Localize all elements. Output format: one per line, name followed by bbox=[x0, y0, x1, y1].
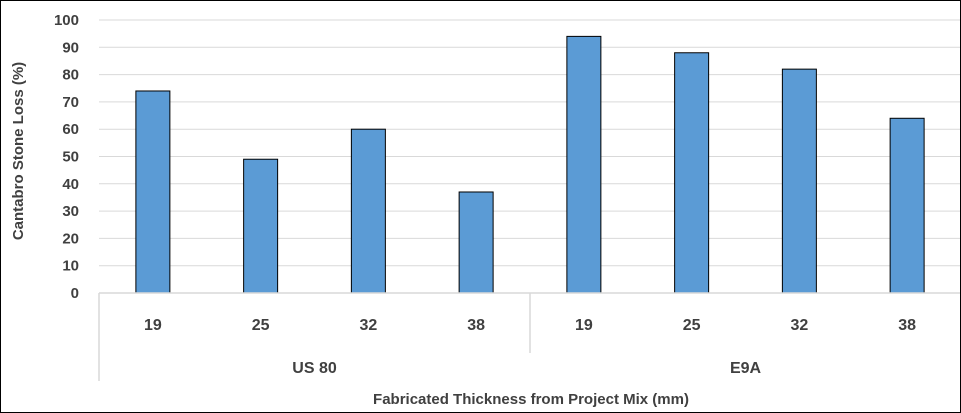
y-tick-label: 80 bbox=[62, 67, 79, 84]
x-category-label: 19 bbox=[575, 317, 593, 334]
x-category-label: 32 bbox=[359, 317, 377, 334]
x-category-label: 32 bbox=[790, 317, 808, 334]
axes bbox=[98, 292, 960, 381]
y-tick-label: 60 bbox=[62, 121, 79, 138]
x-group-label: US 80 bbox=[292, 360, 337, 377]
y-axis-title: Cantabro Stone Loss (%) bbox=[10, 62, 27, 240]
y-tick-label: 40 bbox=[62, 176, 79, 193]
bar bbox=[781, 68, 817, 294]
y-tick-label: 30 bbox=[62, 203, 79, 220]
bar bbox=[135, 90, 171, 294]
x-axis-title: Fabricated Thickness from Project Mix (m… bbox=[373, 391, 689, 408]
x-group-label: E9A bbox=[730, 360, 762, 377]
x-category-label: 38 bbox=[467, 317, 485, 334]
x-category-label: 25 bbox=[683, 317, 701, 334]
bar bbox=[458, 191, 494, 294]
bar bbox=[889, 117, 925, 294]
x-category-label: 25 bbox=[252, 317, 270, 334]
bar bbox=[674, 52, 710, 294]
y-tick-label: 90 bbox=[62, 39, 79, 56]
labels: 0 10 20 30 40 50 60 70 80 90 100 19 25 32 38 19 25 32 38 US… bbox=[54, 12, 916, 377]
bar bbox=[566, 35, 602, 294]
x-category-label: 38 bbox=[898, 317, 916, 334]
y-tick-label: 50 bbox=[62, 149, 79, 166]
bar bbox=[350, 128, 386, 294]
gridlines bbox=[99, 19, 960, 267]
y-tick-label: 0 bbox=[71, 285, 79, 302]
y-tick-label: 20 bbox=[62, 230, 79, 247]
y-tick-label: 10 bbox=[62, 258, 79, 275]
y-tick-label: 100 bbox=[54, 12, 79, 29]
bar bbox=[243, 158, 279, 294]
x-category-label: 19 bbox=[144, 317, 162, 334]
y-tick-label: 70 bbox=[62, 94, 79, 111]
